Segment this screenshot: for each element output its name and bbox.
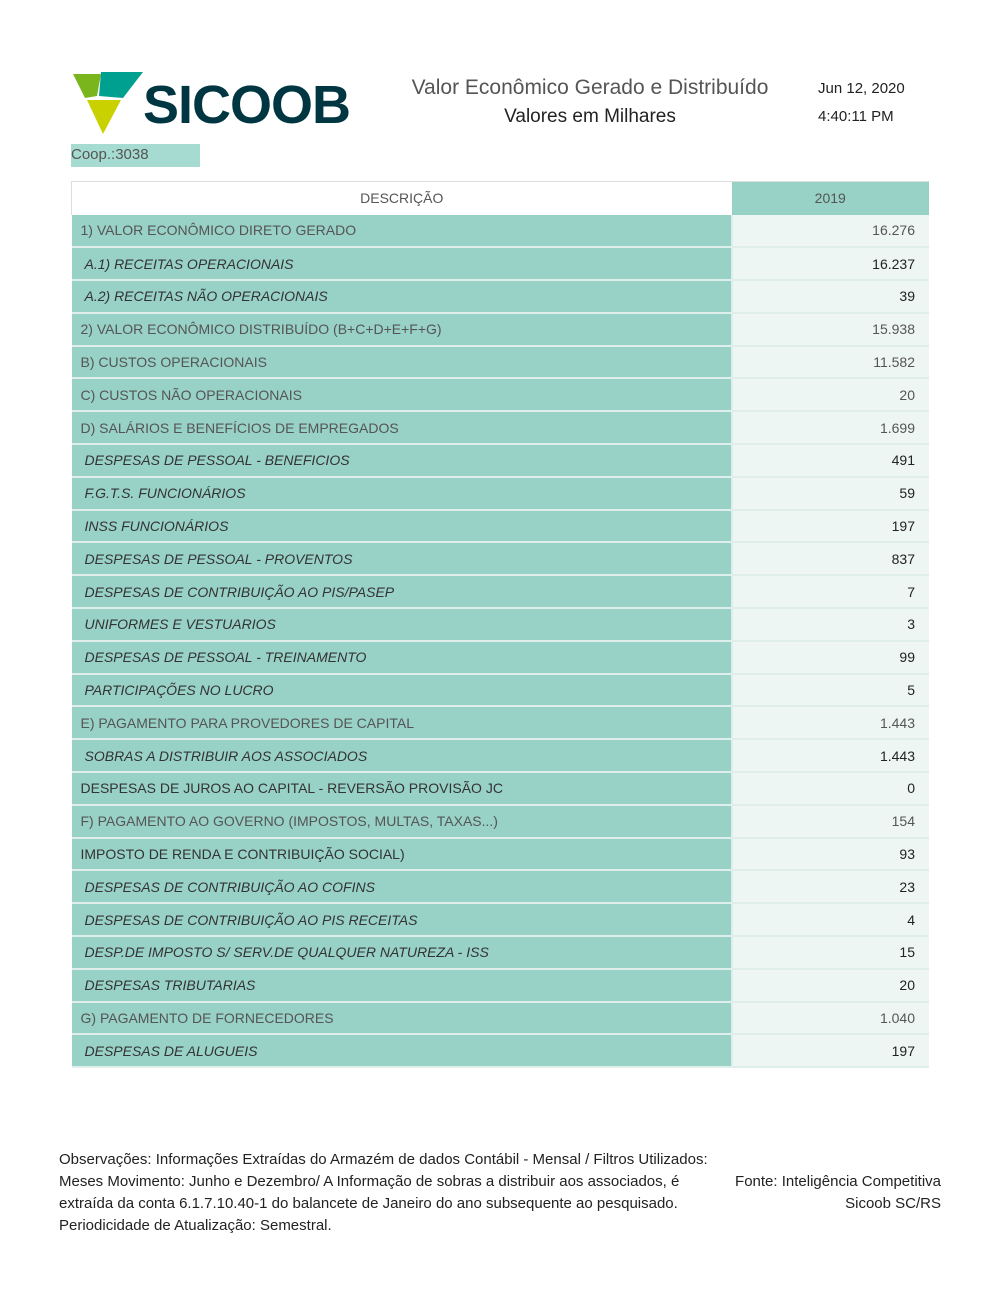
row-value: 16.276 (731, 214, 929, 249)
sicoob-logo: SICOOB (73, 72, 351, 135)
row-value: 197 (731, 1034, 929, 1069)
table-row: DESPESAS DE CONTRIBUIÇÃO AO PIS RECEITAS… (71, 903, 929, 938)
column-header-year[interactable]: 2019 (731, 181, 929, 215)
table-row: C) CUSTOS NÃO OPERACIONAIS 20 (71, 378, 929, 413)
row-label: SOBRAS A DISTRIBUIR AOS ASSOCIADOS (71, 739, 733, 774)
row-value: 11.582 (731, 345, 929, 380)
table-row: IMPOSTO DE RENDA E CONTRIBUIÇÃO SOCIAL) 9… (71, 837, 929, 872)
table-row: PARTICIPAÇÕES NO LUCRO 5 (71, 673, 929, 708)
sicoob-logo-icon (73, 72, 143, 134)
row-label: DESPESAS DE CONTRIBUIÇÃO AO COFINS (71, 870, 733, 905)
row-value: 23 (731, 870, 929, 905)
source: Fonte: Inteligência Competitiva Sicoob S… (735, 1171, 941, 1215)
row-value: 491 (731, 444, 929, 478)
row-value: 16.237 (731, 247, 929, 282)
row-label: UNIFORMES E VESTUARIOS (71, 608, 733, 642)
row-label: A.2) RECEITAS NÃO OPERACIONAIS (71, 280, 733, 314)
row-value: 99 (731, 640, 929, 675)
table-row: DESPESAS DE CONTRIBUIÇÃO AO PIS/PASEP 7 (71, 575, 929, 610)
table-row: B) CUSTOS OPERACIONAIS 11.582 (71, 345, 929, 380)
source-line-1: Fonte: Inteligência Competitiva (735, 1173, 941, 1190)
row-value: 15 (731, 936, 929, 970)
table-row: DESPESAS DE PESSOAL - TREINAMENTO 99 (71, 640, 929, 675)
row-value: 7 (731, 575, 929, 610)
row-value: 1.040 (731, 1001, 929, 1036)
table-row: DESPESAS DE CONTRIBUIÇÃO AO COFINS 23 (71, 870, 929, 905)
observations: Observações: Informações Extraídas do Ar… (59, 1151, 708, 1234)
row-value: 20 (731, 968, 929, 1003)
row-value: 837 (731, 542, 929, 577)
row-value: 59 (731, 476, 929, 511)
table-row: 1) VALOR ECONÔMICO DIRETO GERADO 16.276 (71, 214, 929, 249)
row-label: DESPESAS DE PESSOAL - PROVENTOS (71, 542, 733, 577)
table-row: A.2) RECEITAS NÃO OPERACIONAIS 39 (71, 280, 929, 314)
row-value: 5 (731, 673, 929, 708)
row-value: 1.443 (731, 706, 929, 741)
coop-filter: Coop.:3038 (71, 144, 200, 167)
table-row: DESPESAS DE JUROS AO CAPITAL - REVERSÃO … (71, 772, 929, 806)
table-row: F.G.T.S. FUNCIONÁRIOS 59 (71, 476, 929, 511)
table-row: SOBRAS A DISTRIBUIR AOS ASSOCIADOS 1.443 (71, 739, 929, 774)
row-value: 154 (731, 804, 929, 839)
table-row: DESPESAS TRIBUTARIAS 20 (71, 968, 929, 1003)
row-label: C) CUSTOS NÃO OPERACIONAIS (71, 378, 733, 413)
table-row: E) PAGAMENTO PARA PROVEDORES DE CAPITAL 1… (71, 706, 929, 741)
report-time: 4:40:11 PM (818, 108, 894, 125)
column-header-description[interactable]: DESCRIÇÃO (71, 181, 732, 215)
row-label: 1) VALOR ECONÔMICO DIRETO GERADO (71, 214, 733, 249)
table-row: F) PAGAMENTO AO GOVERNO (IMPOSTOS, MULTA… (71, 804, 929, 839)
row-label: DESPESAS DE JUROS AO CAPITAL - REVERSÃO … (71, 772, 733, 806)
logo-text: SICOOB (143, 75, 351, 135)
row-label: DESPESAS DE PESSOAL - TREINAMENTO (71, 640, 733, 675)
row-label: DESPESAS DE CONTRIBUIÇÃO AO PIS/PASEP (71, 575, 733, 610)
row-label: B) CUSTOS OPERACIONAIS (71, 345, 733, 380)
row-value: 39 (731, 280, 929, 314)
row-label: 2) VALOR ECONÔMICO DISTRIBUÍDO (B+C+D+E+… (71, 312, 733, 347)
row-label: F) PAGAMENTO AO GOVERNO (IMPOSTOS, MULTA… (71, 804, 733, 839)
row-label: A.1) RECEITAS OPERACIONAIS (71, 247, 733, 282)
row-value: 15.938 (731, 312, 929, 347)
report-date: Jun 12, 2020 (818, 80, 905, 97)
table-row: A.1) RECEITAS OPERACIONAIS 16.237 (71, 247, 929, 282)
row-label: E) PAGAMENTO PARA PROVEDORES DE CAPITAL (71, 706, 733, 741)
row-value: 3 (731, 608, 929, 642)
row-label: DESPESAS TRIBUTARIAS (71, 968, 733, 1003)
table-row: DESPESAS DE PESSOAL - BENEFICIOS 491 (71, 444, 929, 478)
row-value: 20 (731, 378, 929, 413)
row-value: 1.443 (731, 739, 929, 774)
row-label: DESPESAS DE CONTRIBUIÇÃO AO PIS RECEITAS (71, 903, 733, 938)
report-title: Valor Econômico Gerado e Distribuído (411, 76, 769, 99)
table-row: UNIFORMES E VESTUARIOS 3 (71, 608, 929, 642)
row-label: DESP.DE IMPOSTO S/ SERV.DE QUALQUER NATU… (71, 936, 733, 970)
table-row: DESP.DE IMPOSTO S/ SERV.DE QUALQUER NATU… (71, 936, 929, 970)
row-value: 0 (731, 772, 929, 806)
row-label: PARTICIPAÇÕES NO LUCRO (71, 673, 733, 708)
table-row: DESPESAS DE ALUGUEIS 197 (71, 1034, 929, 1069)
row-label: DESPESAS DE PESSOAL - BENEFICIOS (71, 444, 733, 478)
row-label: DESPESAS DE ALUGUEIS (71, 1034, 733, 1069)
table-row: 2) VALOR ECONÔMICO DISTRIBUÍDO (B+C+D+E+… (71, 312, 929, 347)
row-label: F.G.T.S. FUNCIONÁRIOS (71, 476, 733, 511)
row-value: 197 (731, 509, 929, 544)
row-label: IMPOSTO DE RENDA E CONTRIBUIÇÃO SOCIAL) (71, 837, 733, 872)
table-row: DESPESAS DE PESSOAL - PROVENTOS 837 (71, 542, 929, 577)
row-label: G) PAGAMENTO DE FORNECEDORES (71, 1001, 733, 1036)
row-label: D) SALÁRIOS E BENEFÍCIOS DE EMPREGADOS (71, 411, 733, 446)
table-row: INSS FUNCIONÁRIOS 197 (71, 509, 929, 544)
row-value: 93 (731, 837, 929, 872)
row-label: INSS FUNCIONÁRIOS (71, 509, 733, 544)
row-value: 1.699 (731, 411, 929, 446)
source-line-2: Sicoob SC/RS (845, 1195, 941, 1212)
table-row: D) SALÁRIOS E BENEFÍCIOS DE EMPREGADOS 1.… (71, 411, 929, 446)
table-row: G) PAGAMENTO DE FORNECEDORES 1.040 (71, 1001, 929, 1036)
value-table: DESCRIÇÃO 2019 1) VALOR ECONÔMICO DIRETO… (71, 181, 929, 1069)
report-subtitle: Valores em Milhares (504, 106, 676, 127)
row-value: 4 (731, 903, 929, 938)
